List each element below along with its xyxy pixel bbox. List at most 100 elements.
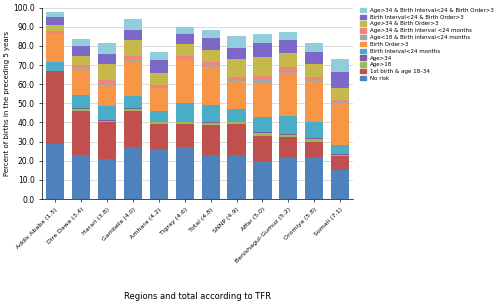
Bar	[98, 64, 116, 81]
Bar	[46, 33, 64, 34]
Bar	[202, 67, 220, 105]
Bar	[331, 99, 349, 102]
Bar	[72, 46, 90, 56]
Bar	[72, 65, 90, 68]
Y-axis label: Percent of births in the preceding 5 years: Percent of births in the preceding 5 yea…	[4, 31, 10, 176]
Bar	[124, 40, 142, 56]
Bar	[72, 109, 90, 111]
Bar	[72, 56, 90, 65]
Bar	[124, 61, 142, 96]
Bar	[202, 105, 220, 123]
Bar	[98, 81, 116, 83]
Bar	[98, 159, 116, 199]
Bar	[331, 155, 349, 156]
Bar	[305, 138, 324, 139]
Bar	[176, 123, 194, 124]
Bar	[331, 59, 349, 72]
Bar	[72, 70, 90, 95]
Bar	[176, 121, 194, 123]
Legend: Age>34 & Birth Interval<24 & Birth Order>3, Birth Interval<24 & Birth Order>3, A: Age>34 & Birth Interval<24 & Birth Order…	[359, 7, 495, 82]
Bar	[72, 155, 90, 199]
Bar	[280, 134, 297, 135]
Bar	[46, 17, 64, 25]
Bar	[176, 27, 194, 34]
Bar	[280, 135, 297, 137]
Bar	[202, 124, 220, 125]
Bar	[72, 95, 90, 108]
Bar	[305, 142, 324, 157]
Bar	[150, 52, 168, 60]
Bar	[305, 81, 324, 121]
Bar	[228, 77, 246, 79]
Bar	[280, 137, 297, 157]
Bar	[254, 34, 272, 43]
Bar	[72, 108, 90, 109]
Bar	[305, 121, 324, 138]
Bar	[124, 56, 142, 59]
Bar	[98, 106, 116, 120]
Bar	[46, 62, 64, 71]
Bar	[176, 147, 194, 199]
Bar	[202, 123, 220, 124]
Bar	[202, 50, 220, 62]
Bar	[331, 72, 349, 88]
Bar	[202, 65, 220, 67]
Bar	[124, 19, 142, 30]
Bar	[254, 83, 272, 117]
Bar	[150, 124, 168, 149]
Bar	[202, 155, 220, 199]
Bar	[331, 102, 349, 103]
Bar	[46, 71, 64, 72]
Bar	[254, 117, 272, 132]
Bar	[124, 108, 142, 109]
Bar	[331, 145, 349, 154]
Bar	[254, 43, 272, 57]
Bar	[331, 170, 349, 199]
Bar	[228, 48, 246, 59]
Bar	[150, 60, 168, 73]
Bar	[46, 34, 64, 62]
Bar	[72, 68, 90, 70]
Bar	[150, 73, 168, 85]
Bar	[176, 103, 194, 121]
Bar	[280, 32, 297, 40]
Bar	[46, 30, 64, 33]
Bar	[176, 56, 194, 59]
Bar	[176, 34, 194, 44]
Bar	[254, 136, 272, 161]
Bar	[202, 62, 220, 65]
Bar	[305, 64, 324, 77]
Bar	[98, 43, 116, 54]
Bar	[254, 76, 272, 81]
Bar	[280, 53, 297, 67]
Bar	[72, 111, 90, 155]
Bar	[150, 85, 168, 87]
Bar	[305, 52, 324, 64]
Bar	[202, 125, 220, 155]
Bar	[228, 155, 246, 199]
Bar	[150, 111, 168, 121]
Bar	[176, 59, 194, 60]
Bar	[280, 116, 297, 134]
Bar	[331, 103, 349, 145]
Bar	[202, 38, 220, 50]
Bar	[150, 121, 168, 123]
Bar	[46, 13, 64, 17]
Bar	[305, 139, 324, 142]
Bar	[98, 123, 116, 159]
Bar	[124, 147, 142, 199]
Bar	[202, 30, 220, 38]
Bar	[150, 149, 168, 199]
Bar	[280, 67, 297, 71]
Bar	[46, 72, 64, 144]
Bar	[46, 25, 64, 30]
Bar	[254, 132, 272, 133]
Bar	[228, 36, 246, 48]
Bar	[150, 88, 168, 111]
Bar	[150, 123, 168, 124]
Bar	[124, 96, 142, 108]
Bar	[305, 79, 324, 81]
Bar	[228, 81, 246, 109]
Bar	[254, 133, 272, 136]
Bar	[124, 109, 142, 111]
